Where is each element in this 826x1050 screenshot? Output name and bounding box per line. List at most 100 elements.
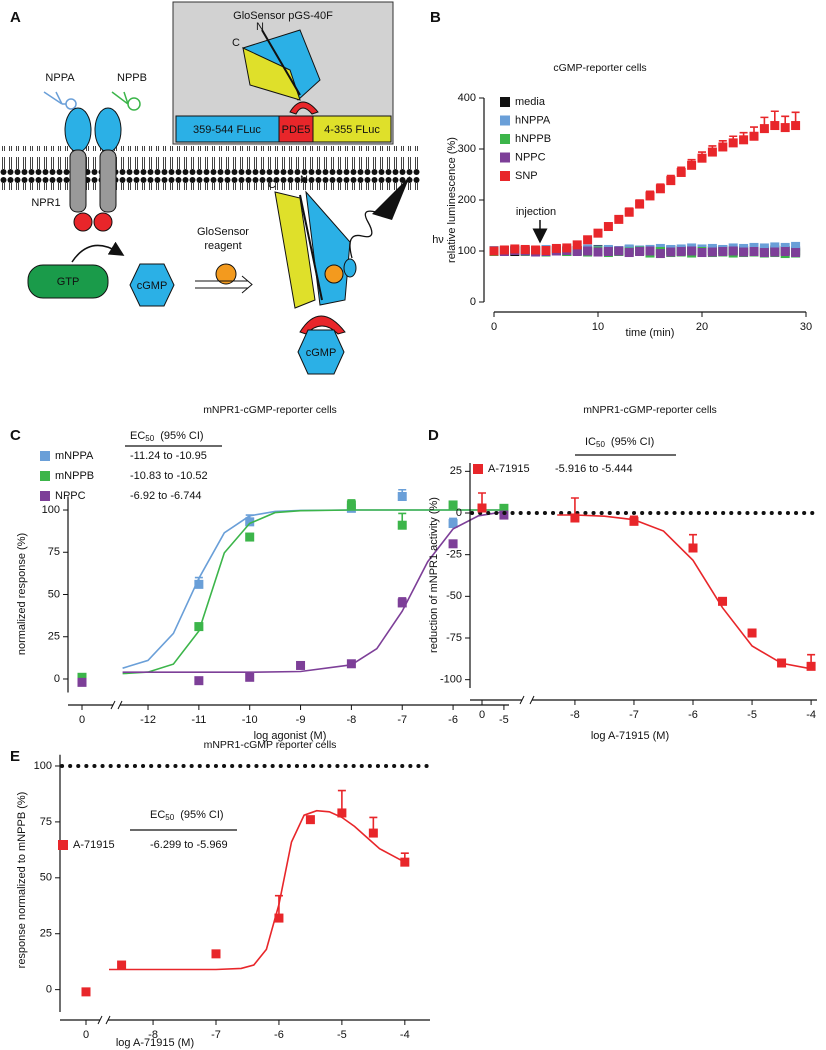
data-point: [629, 516, 639, 526]
ci-symbol: IC: [585, 436, 596, 448]
legend-swatch: [500, 134, 510, 144]
data-point: [624, 248, 634, 258]
data-point: [245, 532, 255, 542]
bound-reagent: [324, 264, 344, 284]
data-point: [541, 245, 551, 255]
data-point: [655, 249, 665, 259]
data-point: [448, 539, 458, 549]
receptor-label: NPR1: [31, 197, 60, 209]
sensor-n: N: [256, 21, 264, 33]
x-tick-label: -12: [140, 714, 156, 726]
data-point: [635, 247, 645, 257]
data-point: [697, 153, 707, 163]
legend-label: NPPC: [515, 151, 546, 163]
data-point: [780, 247, 790, 257]
y-tick-label: 50: [40, 872, 52, 884]
data-point: [448, 519, 458, 529]
data-point: [368, 828, 378, 838]
segment: [175, 115, 280, 143]
sensor-c: C: [232, 37, 240, 49]
data-point: [676, 167, 686, 177]
diagram: A GloSensor pGS-40F C N 359-544 FLuc PDE…: [0, 1, 444, 375]
x-tick-label: -6: [274, 1029, 284, 1041]
ci-label: -5.916 to -5.444: [555, 463, 633, 475]
double-arrow: [195, 275, 253, 294]
x-tick-label: -7: [629, 709, 639, 721]
fit-curve: [122, 510, 505, 673]
data-point: [728, 246, 738, 256]
legend-swatch: [500, 171, 510, 181]
data-point: [770, 121, 780, 131]
data-point: [593, 228, 603, 238]
reagent: [215, 263, 237, 285]
data-point: [570, 513, 580, 523]
x-tick-label: -5: [747, 709, 757, 721]
y-tick-label: 25: [450, 465, 462, 477]
data-point: [777, 658, 787, 668]
data-point: [718, 142, 728, 152]
data-point: [489, 246, 499, 256]
gtp-label: GTP: [57, 276, 80, 288]
bound-yellow: [274, 191, 316, 309]
data-point: [749, 247, 759, 257]
x-tick-label: -4: [806, 709, 816, 721]
legend-swatch: [40, 451, 50, 461]
reagent-label: reagent: [204, 240, 241, 252]
y-tick-label: 0: [470, 296, 476, 308]
x-tick-label: -11: [191, 714, 206, 726]
x-tick-label: 20: [696, 321, 708, 333]
ci-subscript: 50: [145, 434, 154, 443]
data-point: [274, 913, 284, 923]
y-tick-label: -25: [446, 549, 462, 561]
legend-label: A-71915: [73, 839, 115, 851]
data-point: [77, 677, 87, 687]
legend-label: SNP: [515, 170, 538, 182]
x-tick-label: -4: [400, 1029, 410, 1041]
bound-cgmp-label: cGMP: [306, 347, 337, 359]
y-tick-label: 200: [458, 194, 476, 206]
y-axis-label: response normalized to mNPPB (%): [16, 792, 28, 969]
y-tick-label: 75: [48, 546, 60, 558]
data-point: [593, 247, 603, 257]
data-point: [718, 247, 728, 257]
reagent-label: GloSensor: [197, 226, 249, 238]
data-point: [707, 147, 717, 157]
ligand-label: NPPA: [45, 72, 75, 84]
x-tick-label: -8: [346, 714, 356, 726]
fit-curve: [109, 809, 406, 971]
sensor-linker: [261, 29, 301, 96]
legend-label: media: [515, 96, 546, 108]
y-axis-label: normalized response (%): [16, 533, 28, 655]
y-tick-label: 25: [40, 928, 52, 940]
ci-label: -6.299 to -5.969: [150, 839, 228, 851]
annotation: injection: [516, 206, 556, 218]
panel-label: A: [10, 9, 21, 26]
data-point: [603, 247, 613, 257]
receptor: [64, 107, 122, 232]
x-tick-label: 10: [592, 321, 604, 333]
data-point: [718, 596, 728, 606]
data-point: [645, 191, 655, 201]
data-point: [791, 241, 801, 251]
data-point: [759, 248, 769, 258]
data-point: [583, 235, 593, 245]
y-tick-label: 100: [458, 245, 476, 257]
chart-title: mNPR1-cGMP reporter cells: [204, 739, 337, 751]
legend-label: mNPPB: [55, 470, 94, 482]
cgmp: [129, 263, 175, 307]
y-tick-label: 100: [42, 504, 60, 516]
data-point: [676, 247, 686, 257]
light-arrow: [372, 176, 410, 220]
fit-curve: [557, 514, 812, 670]
bound-c: C: [268, 179, 276, 191]
data-point: [551, 243, 561, 253]
data-point: [499, 245, 509, 255]
ci-subscript: 50: [596, 440, 605, 449]
legend-label: hNPPA: [515, 114, 551, 126]
data-point: [688, 543, 698, 553]
data-point: [614, 246, 624, 256]
light-wave: [349, 210, 377, 259]
